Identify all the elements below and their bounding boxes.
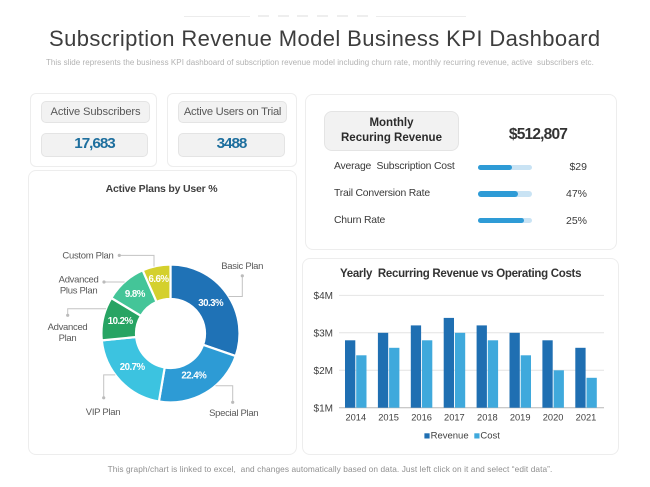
svg-text:Advanced: Advanced [48,322,88,333]
svg-text:Special Plan: Special Plan [209,408,258,419]
svg-text:2014: 2014 [345,412,366,422]
svg-text:Plus Plan: Plus Plan [60,285,97,296]
svg-text:2021: 2021 [576,412,597,422]
svg-text:$4M: $4M [314,291,333,302]
svg-text:$2M: $2M [314,366,333,377]
svg-text:20.7%: 20.7% [120,362,146,373]
svg-text:Advanced: Advanced [59,274,99,285]
svg-text:$1M: $1M [314,403,333,414]
svg-text:10.2%: 10.2% [108,316,134,327]
svg-text:Plan: Plan [59,333,77,344]
svg-text:Custom Plan: Custom Plan [62,250,113,261]
svg-text:2018: 2018 [477,412,498,422]
svg-text:6.6%: 6.6% [148,274,169,285]
svg-text:Revenue: Revenue [431,431,469,442]
svg-text:Cost: Cost [480,431,500,442]
svg-text:2020: 2020 [543,412,564,422]
svg-text:22.4%: 22.4% [181,370,207,381]
svg-text:VIP Plan: VIP Plan [86,407,120,418]
svg-text:2019: 2019 [510,412,531,422]
svg-text:9.8%: 9.8% [125,289,146,300]
svg-text:2015: 2015 [378,412,399,422]
svg-text:2016: 2016 [411,412,432,422]
svg-text:2017: 2017 [444,412,465,422]
svg-text:$3M: $3M [314,328,333,339]
svg-text:Basic Plan: Basic Plan [221,261,263,272]
svg-text:30.3%: 30.3% [198,298,224,309]
